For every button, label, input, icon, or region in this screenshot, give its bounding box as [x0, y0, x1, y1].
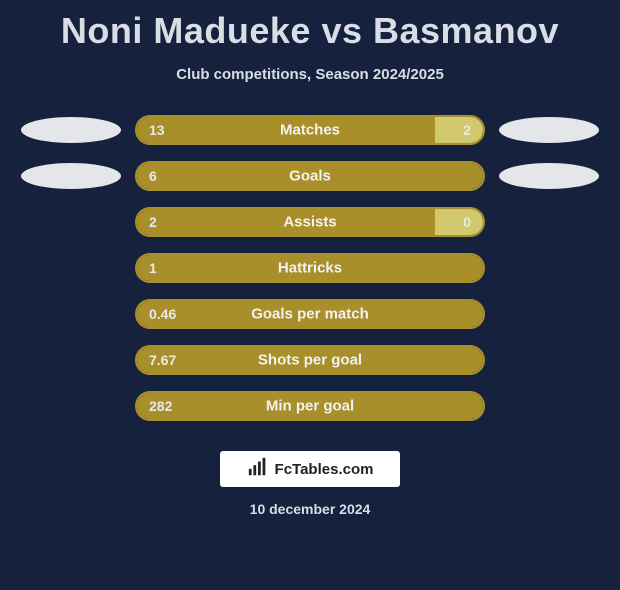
stat-row: 13 2 Matches — [0, 107, 620, 153]
stat-bar: 13 2 Matches — [135, 115, 485, 145]
stat-value-left: 2 — [149, 214, 157, 230]
stat-metric-label: Goals per match — [251, 306, 369, 323]
stat-value-left: 282 — [149, 398, 172, 414]
stat-value-left: 6 — [149, 168, 157, 184]
stat-value-left: 0.46 — [149, 306, 176, 322]
stat-metric-label: Hattricks — [278, 260, 342, 277]
stat-metric-label: Goals — [289, 168, 331, 185]
player-oval-left — [21, 117, 121, 143]
player-oval-right — [499, 117, 599, 143]
brand-text: FcTables.com — [275, 461, 374, 478]
stat-metric-label: Assists — [283, 214, 336, 231]
player-oval-right — [499, 163, 599, 189]
page-title: Noni Madueke vs Basmanov — [0, 10, 620, 52]
stat-metric-label: Matches — [280, 122, 340, 139]
stat-bar: 2 0 Assists — [135, 207, 485, 237]
stat-value-right: 0 — [463, 214, 471, 230]
stat-metric-label: Shots per goal — [258, 352, 362, 369]
stat-row: 6 Goals — [0, 153, 620, 199]
stat-value-right: 2 — [463, 122, 471, 138]
stat-bar: 6 Goals — [135, 161, 485, 191]
chart-bars-icon — [247, 456, 269, 483]
stat-value-left: 7.67 — [149, 352, 176, 368]
stat-bar: 0.46 Goals per match — [135, 299, 485, 329]
date-text: 10 december 2024 — [0, 501, 620, 517]
stat-row: 7.67 Shots per goal — [0, 337, 620, 383]
bar-right-fill — [435, 209, 483, 235]
stat-row: 2 0 Assists — [0, 199, 620, 245]
stats-container: 13 2 Matches 6 Goals 2 0 Assists 1 Hattricks 0.46 G… — [0, 107, 620, 429]
stat-row: 0.46 Goals per match — [0, 291, 620, 337]
stat-row: 1 Hattricks — [0, 245, 620, 291]
brand-badge[interactable]: FcTables.com — [220, 451, 400, 487]
stat-value-left: 13 — [149, 122, 165, 138]
stat-bar: 7.67 Shots per goal — [135, 345, 485, 375]
stat-bar: 282 Min per goal — [135, 391, 485, 421]
stat-value-left: 1 — [149, 260, 157, 276]
stat-row: 282 Min per goal — [0, 383, 620, 429]
bar-right-fill — [435, 117, 483, 143]
subtitle: Club competitions, Season 2024/2025 — [0, 66, 620, 83]
player-oval-left — [21, 163, 121, 189]
stat-bar: 1 Hattricks — [135, 253, 485, 283]
stat-metric-label: Min per goal — [266, 398, 354, 415]
